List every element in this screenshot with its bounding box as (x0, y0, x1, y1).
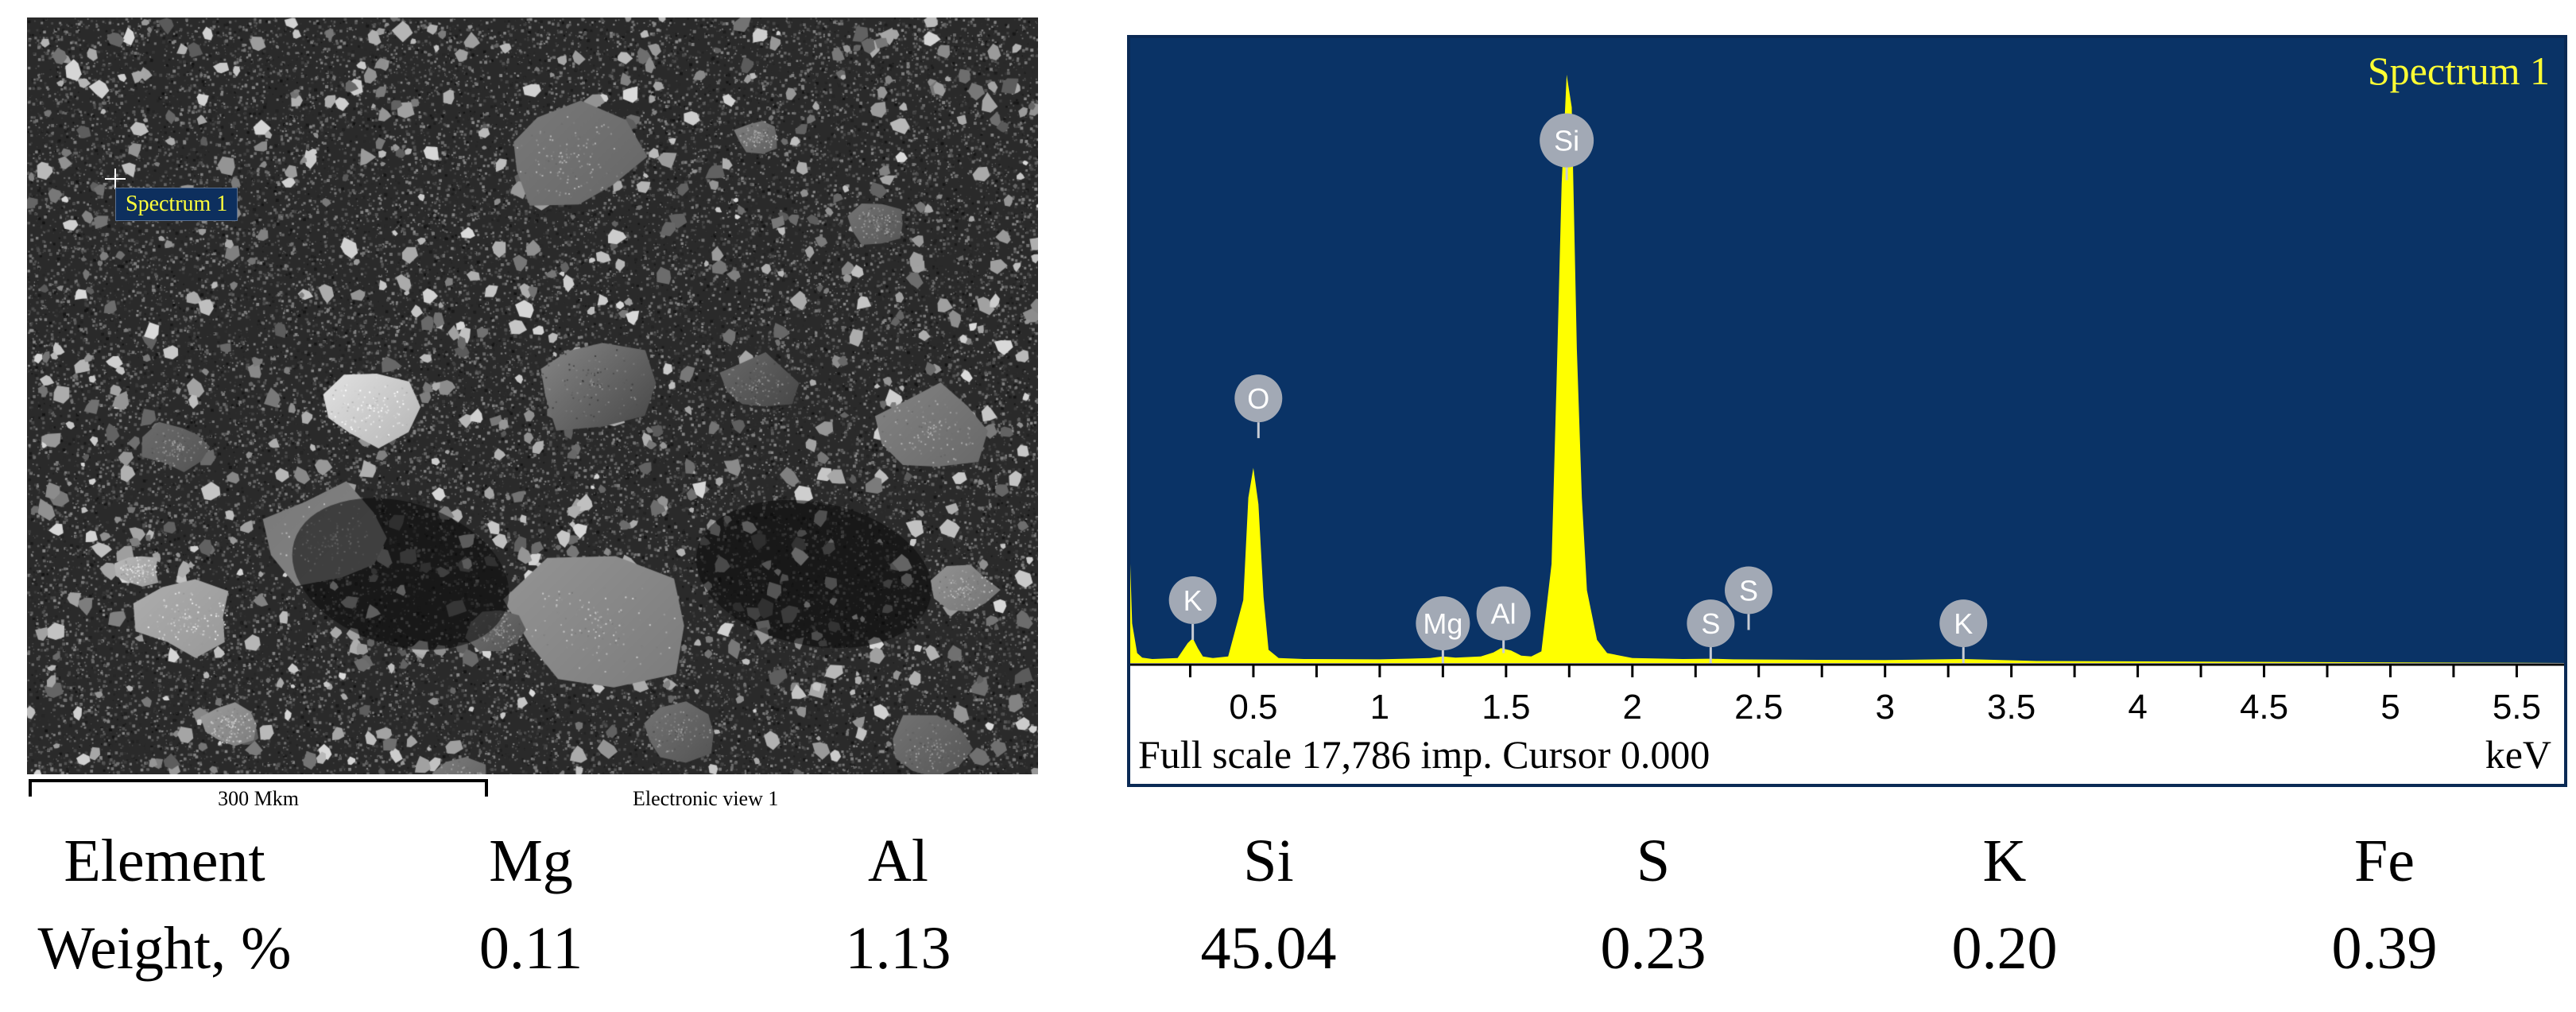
peak-marker-circle (1476, 586, 1531, 641)
peak-marker-circle (1168, 576, 1217, 624)
view-label: Electronic view 1 (633, 787, 779, 810)
x-tick-label: 2.5 (1734, 688, 1783, 727)
x-tick-label: 2 (1623, 688, 1642, 727)
peak-marker-text: Si (1554, 125, 1579, 157)
crosshair-icon (105, 169, 126, 189)
x-tick-label: 3 (1875, 688, 1894, 727)
table-cell-weight: 45.04 (1200, 915, 1337, 982)
table-cell-element: Mg (489, 828, 573, 894)
peak-marker-circle (1540, 113, 1594, 168)
peak-labels: K O Mg Al Si SS K (1168, 113, 1988, 664)
spectrum-marker-label: Spectrum 1 (115, 188, 238, 221)
table-cell-element: K (1982, 828, 2027, 894)
table-cell-element: Fe (2354, 828, 2415, 894)
x-axis-ticks: 0.5 1 1.5 2 2.5 3 3.5 4 4.5 5 5.5 (1188, 665, 2541, 727)
peak-label-mg: Mg (1416, 596, 1470, 664)
peak-marker-text: K (1183, 584, 1203, 617)
table-cell-element: Si (1243, 828, 1294, 894)
x-tick-label: 5 (2380, 688, 2400, 727)
eds-spectrum-chart: 0.5 1 1.5 2 2.5 3 3.5 4 4.5 5 5.5 K O Mg Al Si SS K Spec… (1127, 35, 2567, 787)
table-header-element: Element (64, 828, 265, 894)
x-tick-label: 0.5 (1229, 688, 1277, 727)
x-tick-label: 4.5 (2240, 688, 2288, 727)
peak-marker-text: S (1739, 574, 1758, 607)
axis-panel (1127, 663, 2567, 787)
x-tick-label: 1 (1370, 688, 1389, 727)
peak-marker-circle (1687, 599, 1735, 648)
peak-label-si: Si (1540, 113, 1594, 180)
peak-marker-text: O (1247, 382, 1269, 415)
full-scale-readout: Full scale 17,786 imp. Cursor 0.000 (1138, 732, 1710, 777)
sem-micrograph (27, 17, 1038, 774)
table-cell-element: S (1636, 828, 1671, 894)
x-tick-label: 1.5 (1482, 688, 1530, 727)
peak-marker-circle (1416, 596, 1470, 651)
x-unit-label: keV (2485, 732, 2551, 777)
scale-bar-label: 300 Mkm (218, 787, 299, 810)
peak-label-k: K (1939, 599, 1988, 664)
x-tick-label: 3.5 (1987, 688, 2036, 727)
peak-label-o: O (1234, 374, 1283, 439)
peak-label-al: Al (1476, 586, 1531, 653)
peak-label-k: K (1168, 576, 1217, 640)
peak-marker-text: S (1701, 607, 1720, 640)
peak-label-s: S (1725, 566, 1773, 630)
peak-marker-text: Mg (1423, 607, 1462, 640)
peak-marker-circle (1939, 599, 1988, 648)
x-tick-label: 5.5 (2493, 688, 2541, 727)
peak-marker-circle (1234, 374, 1283, 423)
table-cell-weight: 0.39 (2331, 915, 2438, 982)
x-tick-label: 4 (2128, 688, 2147, 727)
peak-marker-text: Al (1491, 598, 1517, 630)
peak-marker-circle (1725, 566, 1773, 615)
peak-marker-text: K (1954, 607, 1973, 640)
table-cell-element: Al (868, 828, 928, 894)
table-header-weight: Weight, % (37, 915, 292, 982)
peak-label-s: S (1687, 599, 1735, 664)
table-cell-weight: 1.13 (845, 915, 951, 982)
plot-background (1127, 35, 2567, 663)
table-cell-weight: 0.20 (1951, 915, 2058, 982)
table-cell-weight: 0.23 (1600, 915, 1706, 982)
table-cell-weight: 0.11 (478, 915, 583, 982)
chart-title: Spectrum 1 (2368, 48, 2550, 93)
scale-bar (29, 779, 488, 797)
